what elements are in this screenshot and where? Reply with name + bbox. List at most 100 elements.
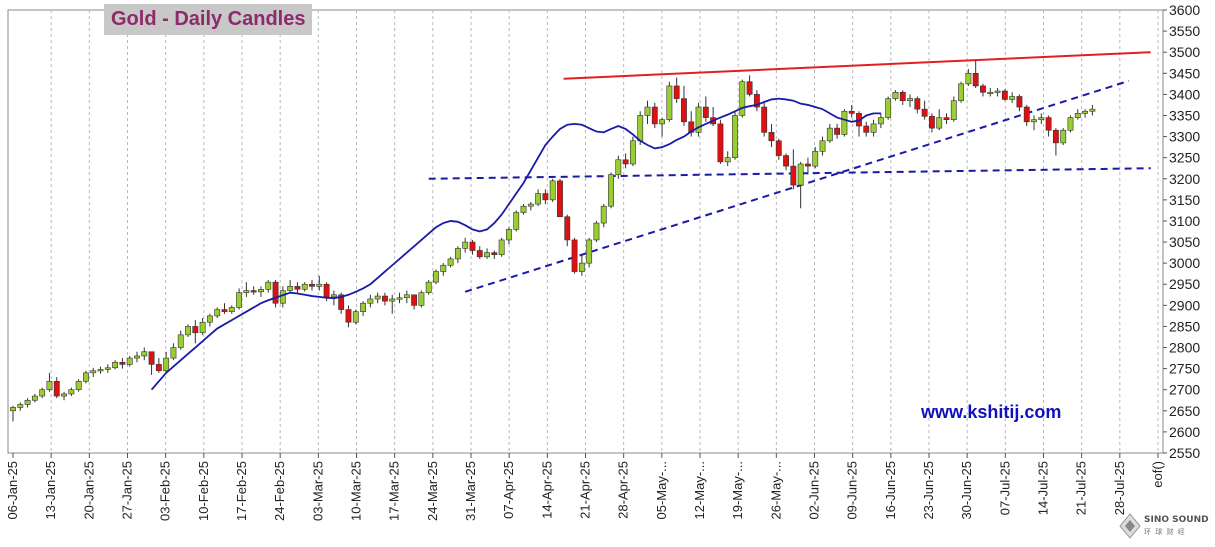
y-tick-label: 2950 (1169, 276, 1200, 292)
candle-body (724, 157, 731, 163)
y-tick-label: 2550 (1169, 445, 1200, 461)
candle-body (258, 289, 264, 293)
candle-body (425, 281, 432, 293)
x-tick-label: 14-Apr-25 (539, 461, 554, 519)
candle-body (199, 321, 206, 334)
x-tick-label: 27-Jan-25 (120, 461, 135, 520)
candle-body (440, 264, 447, 272)
x-tick-label: 12-May-... (692, 461, 707, 520)
candle-body (374, 295, 381, 300)
candle-body (228, 307, 235, 312)
candle-body (651, 106, 658, 125)
candle-body (513, 212, 520, 230)
candle-body (841, 110, 848, 135)
x-tick-label: 10-Feb-25 (196, 461, 211, 521)
candle-body (396, 297, 403, 300)
candle-body (914, 98, 921, 110)
candle-body (411, 294, 418, 306)
sino-sound-badge: SINO SOUND 环 球 财 经 (1118, 512, 1210, 544)
candle-body (1016, 96, 1023, 108)
candle-body (214, 309, 221, 317)
x-tick-label: 24-Feb-25 (272, 461, 287, 521)
candle-body (790, 165, 797, 186)
candle-body (950, 100, 957, 120)
candle-body (287, 286, 294, 291)
candle-body (775, 140, 782, 156)
candle-body (17, 404, 24, 408)
x-tick-label: 06-Jan-25 (5, 461, 20, 520)
candle-body (863, 125, 870, 133)
badge-subtitle: 环 球 财 经 (1144, 528, 1186, 536)
candle-body (31, 395, 38, 401)
support-trendline (464, 79, 1130, 293)
candle-body (155, 364, 162, 372)
candle-body (279, 290, 286, 304)
y-tick-label: 2700 (1169, 382, 1200, 398)
candle-body (53, 380, 60, 397)
candle-body (936, 117, 943, 129)
candle-body (389, 298, 396, 302)
x-tick-label: 03-Mar-25 (310, 461, 325, 521)
candle-body (469, 241, 476, 251)
candle-body (338, 294, 345, 310)
candle-body (265, 281, 272, 290)
y-tick-label: 2800 (1169, 340, 1200, 356)
candle-body (272, 281, 279, 304)
chart-title: Gold - Daily Candles (111, 8, 306, 30)
candle-body (1089, 108, 1096, 112)
candle-body (834, 127, 841, 135)
candle-body (877, 117, 884, 125)
candle-body (637, 115, 644, 142)
candle-body (447, 258, 454, 266)
x-tick-label: 09-Jun-25 (845, 461, 860, 520)
candle-body (520, 205, 527, 213)
y-tick-label: 2600 (1169, 424, 1200, 440)
y-tick-label: 3550 (1169, 23, 1200, 39)
candle-body (454, 248, 461, 260)
candle-body (848, 110, 855, 114)
support-trendline (428, 167, 1151, 180)
candle-body (980, 85, 986, 93)
candle-body (498, 239, 505, 256)
candle-body (1052, 129, 1059, 144)
candle-body (309, 283, 315, 287)
y-tick-label: 3050 (1169, 234, 1200, 250)
candle-body (112, 361, 119, 369)
candle-body (702, 106, 709, 118)
candle-body (826, 127, 833, 142)
x-tick-label: 02-Jun-25 (807, 461, 822, 520)
candle-body (61, 393, 67, 397)
candle-body (119, 361, 126, 365)
candle-body (367, 298, 374, 304)
candle-body (39, 389, 46, 397)
candle-body (768, 132, 775, 142)
candle-body (899, 91, 906, 102)
candle-body (600, 205, 607, 224)
candle-body (316, 283, 323, 287)
candle-body (797, 163, 804, 186)
x-tick-label: 14-Jul-25 (1036, 461, 1051, 515)
y-tick-label: 3150 (1169, 192, 1200, 208)
candle-body (921, 108, 928, 117)
x-tick-label: eof() (1150, 461, 1165, 488)
candle-body (192, 326, 199, 334)
candle-body (1023, 106, 1030, 123)
candle-body (578, 262, 585, 272)
watermark-url[interactable]: www.kshitij.com (921, 402, 1062, 422)
candle-body (717, 123, 724, 163)
chart-title-box: Gold - Daily Candles (104, 4, 313, 35)
candle-body (571, 239, 578, 272)
candle-body (250, 290, 257, 293)
candle-body (629, 140, 636, 165)
y-tick-label: 2750 (1169, 361, 1200, 377)
y-tick-label: 3100 (1169, 213, 1200, 229)
x-tick-label: 28-Jul-25 (1112, 461, 1127, 515)
candle-body (476, 250, 483, 258)
candle-body (243, 290, 250, 293)
y-tick-label: 2900 (1169, 297, 1200, 313)
candle-body (1031, 119, 1037, 123)
candle-body (557, 180, 563, 218)
candle-body (177, 334, 184, 348)
candle-body (732, 115, 738, 158)
y-tick-label: 3200 (1169, 171, 1200, 187)
